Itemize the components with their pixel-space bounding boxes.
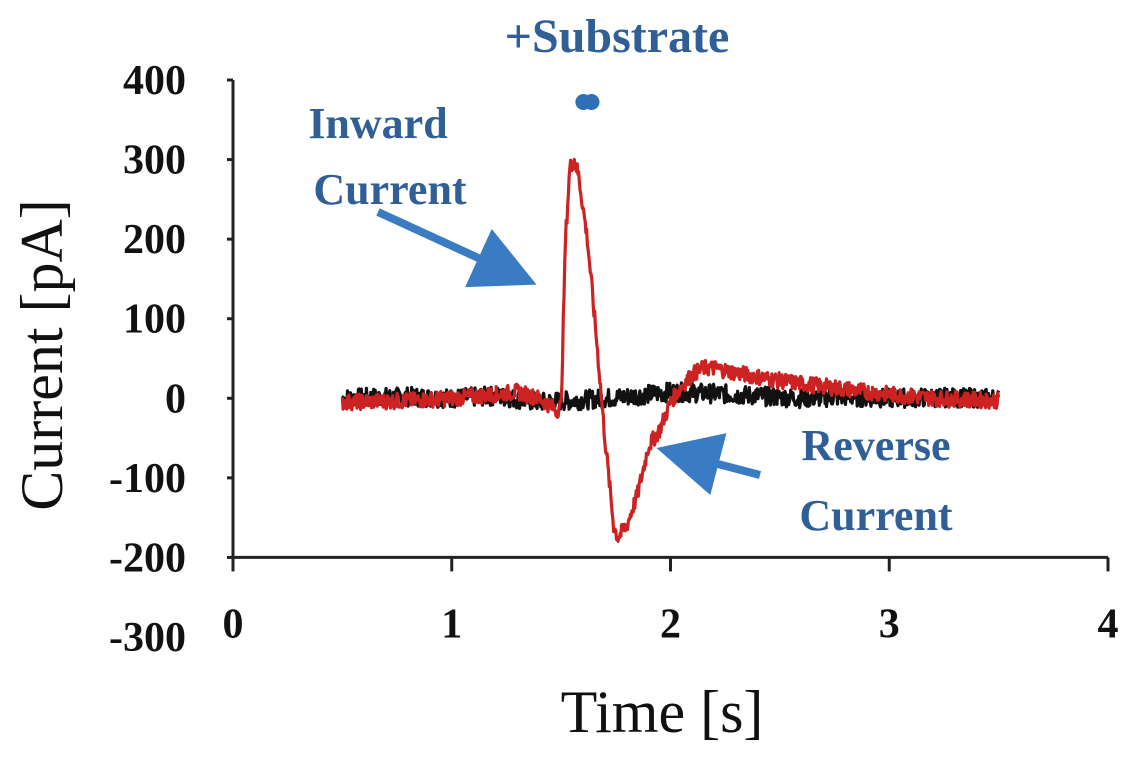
series-line-substrate xyxy=(340,157,1001,543)
reverse-label-line1: Reverse xyxy=(801,421,950,470)
y-ticks: 400 300 200 100 0 -100 -200 -300 xyxy=(109,58,233,661)
y-tick-label: 300 xyxy=(123,138,186,184)
x-tick-label: 1 xyxy=(441,601,462,647)
substrate-application-marker xyxy=(575,94,600,110)
y-tick-label: 0 xyxy=(165,376,186,422)
series-layer xyxy=(340,157,1001,543)
x-tick-label: 4 xyxy=(1098,601,1119,647)
x-tick-label: 2 xyxy=(660,601,681,647)
substrate-end-dot xyxy=(575,94,592,110)
inward-label-line1: Inward xyxy=(308,99,447,148)
inward-arrow xyxy=(376,208,537,288)
inward-label-line2: Current xyxy=(313,165,467,214)
x-axis-title: Time [s] xyxy=(561,679,764,745)
y-tick-label: 400 xyxy=(123,58,186,104)
reverse-arrow xyxy=(656,433,762,496)
y-tick-label: -200 xyxy=(109,535,186,581)
y-tick-label: -100 xyxy=(109,456,186,502)
substrate-label: +Substrate xyxy=(505,10,730,63)
y-tick-label: 100 xyxy=(123,297,186,343)
y-tick-label: 200 xyxy=(123,217,186,263)
y-tick-label: -300 xyxy=(109,615,186,661)
x-tick-label: 3 xyxy=(879,601,900,647)
reverse-label-line2: Current xyxy=(799,491,953,540)
x-tick-label: 0 xyxy=(223,601,244,647)
y-axis-title: Current [pA] xyxy=(9,199,75,511)
x-ticks: 0 1 2 3 4 xyxy=(223,557,1119,647)
